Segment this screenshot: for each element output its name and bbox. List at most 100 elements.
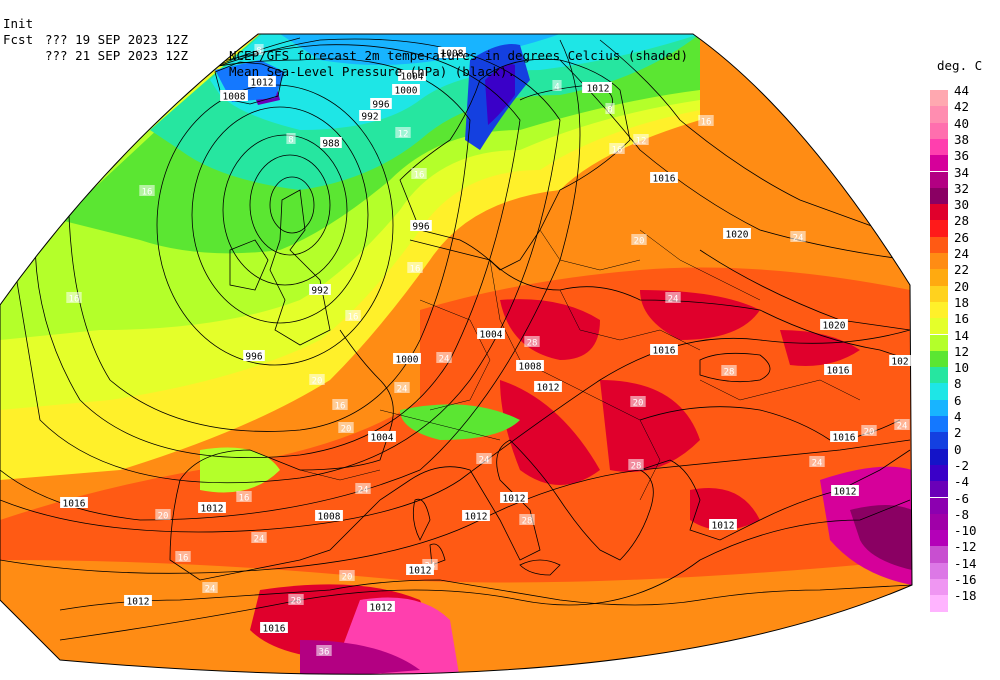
legend-level-label: 34: [954, 164, 970, 180]
temperature-value: 28: [724, 368, 735, 378]
temperature-value: 12: [398, 130, 409, 140]
forecast-datetime: ??? 21 SEP 2023 12Z: [45, 48, 188, 63]
temperature-contour-label: 24: [436, 352, 452, 365]
isobar-value: 992: [311, 286, 328, 297]
legend-entry: 36: [930, 148, 1000, 172]
temperature-value: 20: [341, 425, 352, 435]
legend-swatch: [930, 236, 948, 253]
legend-swatch: [930, 334, 948, 351]
legend-swatch: [930, 301, 948, 319]
temperature-value: 24: [254, 535, 265, 545]
isobar-label: 1020: [723, 228, 751, 241]
isobar-value: 996: [245, 352, 262, 363]
temperature-value: 20: [312, 377, 323, 387]
legend-entry: 34: [930, 165, 1000, 188]
init-datetime: ??? 19 SEP 2023 12Z: [45, 32, 188, 47]
legend-swatch: [930, 285, 948, 302]
isobar-label: 1016: [824, 364, 852, 377]
header-line-2: Fcst ??? 21 SEP 2023 12Z Mean Sea-Level …: [3, 16, 515, 96]
temperature-contour-label: 28: [519, 514, 535, 527]
legend-level-label: -10: [954, 523, 977, 539]
isobar-value: 1016: [833, 433, 856, 444]
isobar-value: 1000: [396, 355, 419, 366]
isobar-value: 1016: [653, 346, 676, 357]
map-title-line-2: Mean Sea-Level Pressure (hPa) (black).: [229, 64, 515, 79]
temperature-contour-label: 28: [288, 594, 304, 607]
legend-swatch: [930, 579, 948, 596]
legend-swatch: [930, 220, 948, 237]
legend-entry: 26: [930, 230, 1000, 253]
isobar-label: 1016: [650, 172, 678, 185]
isobar-label: 1012: [198, 502, 226, 515]
temperature-value: 24: [439, 355, 450, 365]
temperature-value: 16: [410, 265, 421, 275]
temperature-contour-label: 20: [339, 570, 355, 583]
temperature-value: 16: [69, 295, 80, 305]
legend-entry: 30: [930, 197, 1000, 221]
temperature-value: 28: [522, 517, 533, 527]
isobar-value: 996: [372, 100, 389, 111]
temperature-value: 8: [288, 136, 293, 146]
legend-level-label: 22: [954, 262, 970, 278]
isobar-label: 1000: [393, 353, 421, 366]
legend-level-label: -14: [954, 555, 977, 571]
legend-swatch: [930, 530, 948, 547]
temperature-value: 8: [607, 106, 612, 116]
temperature-contour-label: 12: [633, 134, 649, 147]
legend-level-label: 36: [954, 148, 970, 164]
temperature-value: 24: [897, 422, 908, 432]
legend-level-label: 10: [954, 360, 970, 376]
isobar-value: 1004: [371, 433, 394, 444]
legend-entry: -10: [930, 523, 1000, 547]
legend-entry: 0: [930, 442, 1000, 465]
legend-entry: 4: [930, 409, 1000, 433]
map-boundary: [0, 33, 913, 675]
header: Init ??? 19 SEP 2023 12Z NCEP/GFS foreca…: [0, 0, 760, 79]
legend-level-label: -18: [954, 588, 977, 604]
legend-swatch: [930, 481, 948, 498]
legend-entry: 18: [930, 295, 1000, 319]
map-title-line-1: NCEP/GFS forecast 2m temperatures in deg…: [229, 48, 689, 63]
isobar-label: 1004: [477, 328, 505, 341]
isobar-label: 1012: [124, 595, 152, 608]
legend-level-label: 28: [954, 213, 970, 229]
temperature-contour-label: 8: [286, 133, 296, 146]
temperature-value: 16: [335, 402, 346, 412]
legend-swatch: [930, 416, 948, 433]
legend-entry: 12: [930, 344, 1000, 368]
legend-swatch: [930, 367, 948, 384]
legend-level-label: 8: [954, 376, 962, 392]
isobar-label: 1008: [315, 510, 343, 523]
temperature-value: 20: [864, 428, 875, 438]
temperature-contour-label: 16: [332, 399, 348, 412]
isobar-value: 1000: [395, 86, 418, 97]
legend-level-label: 24: [954, 246, 970, 261]
legend-level-label: 40: [954, 115, 970, 131]
isobar-value: 1016: [653, 174, 676, 185]
legend-entry: 42: [930, 99, 1000, 123]
temperature-contour-label: 20: [630, 396, 646, 409]
isobar-label: 988: [320, 137, 342, 150]
temperature-contour-label: 8: [254, 44, 264, 57]
isobar-label: 1012: [831, 485, 859, 498]
temperature-contour-label: 24: [251, 532, 267, 545]
legend-entry: 6: [930, 393, 1000, 416]
isobar-value: 1012: [465, 512, 488, 523]
legend-level-label: 30: [954, 197, 970, 213]
legend-entry: 40: [930, 116, 1000, 139]
temperature-value: 20: [12, 187, 23, 197]
temperature-contour-label: 28: [524, 336, 540, 349]
temperature-contour-label: 28: [628, 459, 644, 472]
temperature-value: 24: [397, 385, 408, 395]
isobar-label: 1008: [220, 90, 248, 103]
legend-level-label: -16: [954, 572, 977, 587]
legend-swatch: [930, 497, 948, 514]
temperature-contour-label: 28: [721, 365, 737, 378]
legend-entry: 2: [930, 425, 1000, 449]
isobar-value: 996: [412, 222, 429, 233]
isobar-value: 1008: [223, 92, 246, 103]
temperature-value: 28: [631, 462, 642, 472]
isobar-value: 1012: [201, 504, 224, 515]
temperature-contour-label: 16: [407, 262, 423, 275]
